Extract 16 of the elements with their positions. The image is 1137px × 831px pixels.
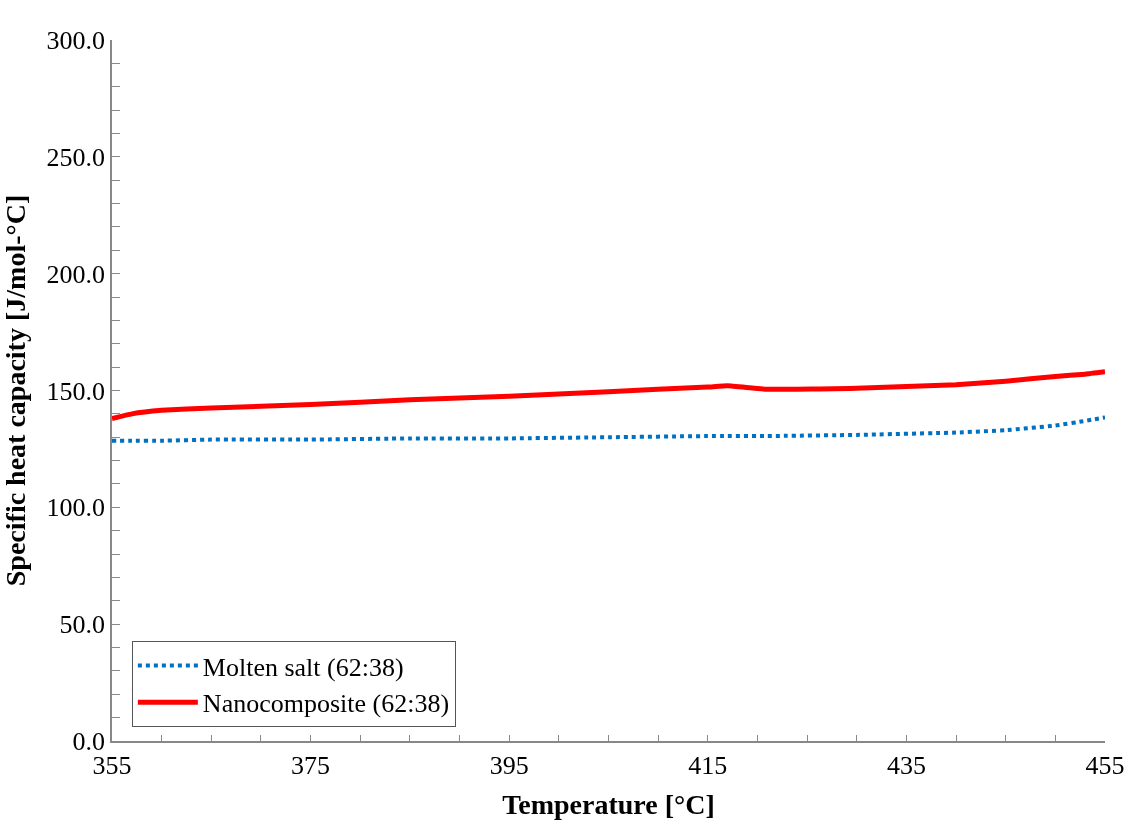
- y-tick-label: 200.0: [46, 259, 106, 289]
- legend-label: Nanocomposite (62:38): [202, 689, 450, 719]
- x-tick-label: 435: [886, 750, 926, 780]
- line-series: [112, 415, 1105, 443]
- y-tick-label: 250.0: [46, 142, 106, 172]
- x-axis-title: Temperature [°C]: [502, 788, 715, 820]
- legend-label: Molten salt (62:38): [202, 652, 404, 682]
- y-tick-label: 300.0: [46, 26, 106, 56]
- y-axis-title: Specific heat capacity [J/mol-°C]: [0, 194, 31, 587]
- y-tick-label: 50.0: [59, 610, 106, 640]
- y-tick-label: 150.0: [46, 376, 106, 406]
- y-tick-label: 100.0: [46, 493, 106, 523]
- x-tick-label: 375: [291, 750, 331, 780]
- x-tick-label: 415: [688, 750, 728, 780]
- x-tick-label: 395: [489, 750, 529, 780]
- x-tick-label: 455: [1085, 750, 1125, 780]
